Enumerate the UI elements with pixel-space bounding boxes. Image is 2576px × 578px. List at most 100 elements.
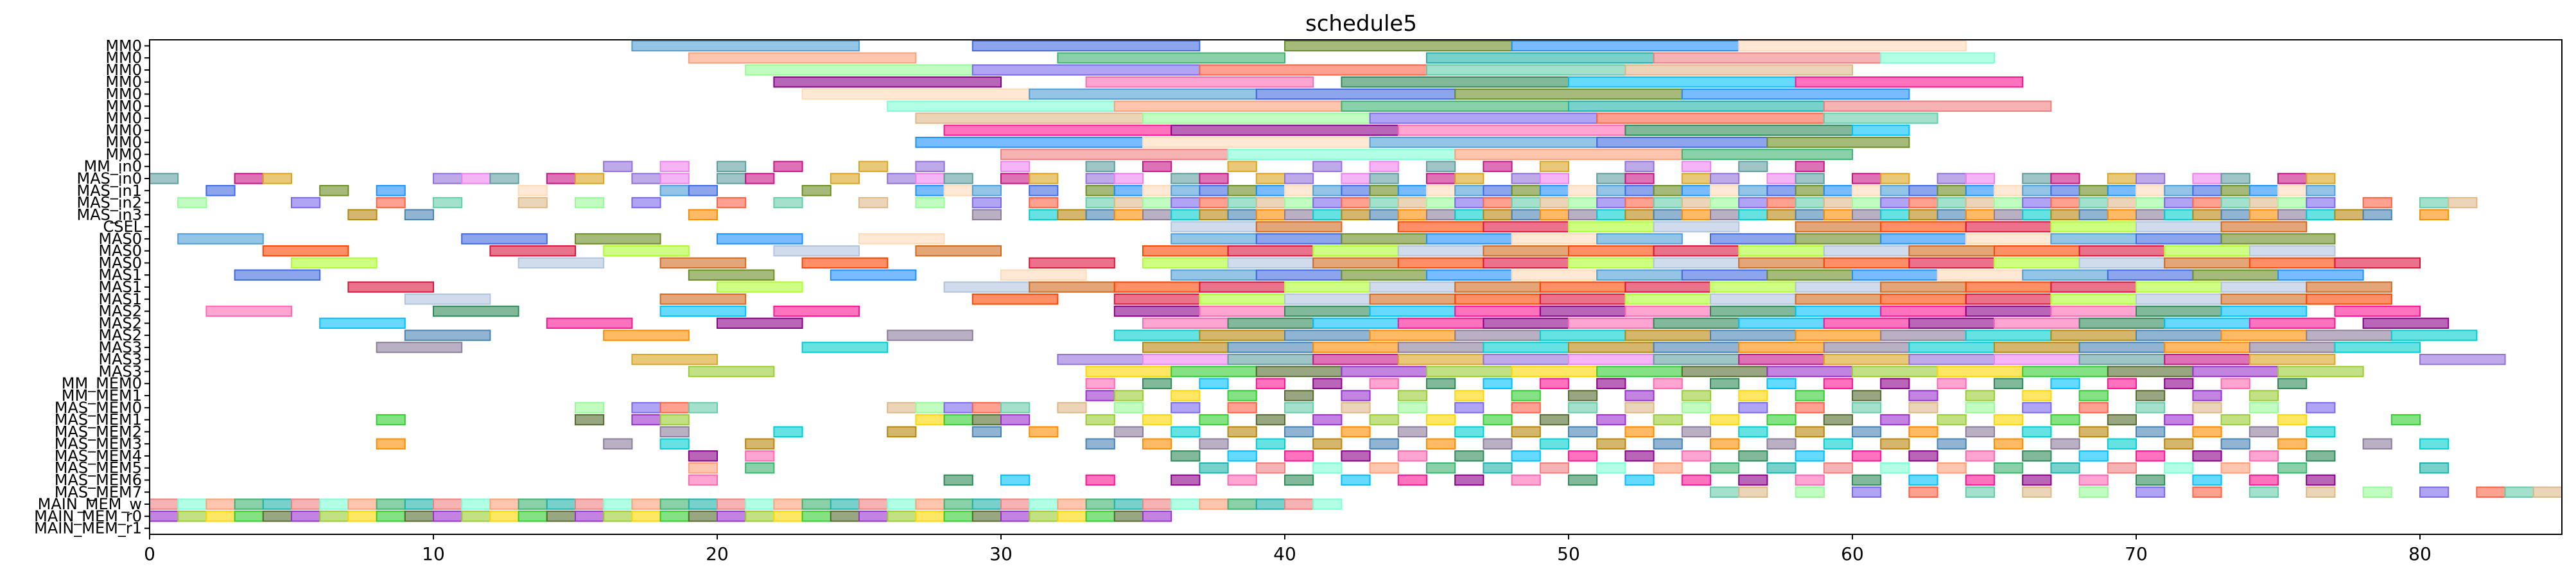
task-bar [1511, 402, 1541, 414]
task-bar [461, 498, 491, 510]
task-bar [1255, 209, 1286, 221]
y-tick-label: MAIN_MEM_r1 [34, 520, 142, 538]
task-bar [1795, 329, 1882, 341]
y-tick-label: MAS_MEM4 [55, 447, 142, 465]
task-bar [1710, 414, 1740, 426]
task-bar [2277, 209, 2308, 221]
task-bar [1113, 209, 1144, 221]
task-bar [2164, 378, 2194, 389]
task-bar [2532, 486, 2563, 498]
task-bar [1029, 498, 1059, 510]
task-bar [1880, 462, 1910, 474]
task-bar [1681, 197, 1712, 209]
task-bar [319, 317, 406, 329]
task-bar [2136, 173, 2166, 184]
task-bar [1852, 474, 1882, 486]
task-bar [376, 498, 406, 510]
task-bar [1255, 197, 1286, 209]
task-bar [1341, 390, 1371, 401]
task-bar [1908, 185, 1938, 197]
task-bar [1341, 365, 1427, 378]
task-bar [915, 402, 945, 414]
x-tick-label: 70 [2125, 543, 2148, 565]
task-bar [1596, 378, 1626, 389]
task-bar [1653, 245, 1740, 257]
task-bar [1738, 245, 1825, 257]
y-tick-label: MAS_MEM2 [55, 423, 142, 441]
task-bar [887, 402, 917, 414]
task-bar [1454, 402, 1484, 414]
task-bar [1568, 185, 1598, 197]
task-bar [1113, 498, 1144, 510]
task-bar [262, 498, 292, 510]
task-bar [1369, 209, 1399, 221]
task-bar [2306, 474, 2336, 486]
task-bar [205, 185, 236, 197]
task-bar [1738, 317, 1825, 329]
y-tick-label: MAS2 [98, 314, 142, 332]
task-bar [546, 511, 576, 522]
task-bar [1483, 185, 1513, 197]
task-bar [1965, 329, 2052, 341]
task-bar [1483, 353, 1569, 365]
task-bar [1113, 197, 1144, 209]
task-bar [319, 185, 349, 197]
task-bar [205, 305, 292, 317]
task-bar [1738, 486, 1768, 498]
task-bar [1483, 438, 1513, 450]
task-bar [1965, 450, 1996, 462]
task-bar [2220, 414, 2250, 426]
task-bar [1057, 498, 1087, 510]
task-bar [1539, 305, 1626, 317]
task-bar [1369, 462, 1399, 474]
task-bar [1426, 414, 1456, 426]
task-bar [1483, 221, 1569, 232]
task-bar [915, 245, 1002, 257]
task-bar [177, 233, 264, 245]
y-tick-label: MAIN_MEM_r0 [34, 507, 142, 525]
task-bar [2277, 462, 2308, 474]
task-bar [1454, 426, 1484, 438]
task-bar [1908, 245, 1995, 257]
y-tick-label: MM0 [105, 73, 142, 91]
task-bar [971, 40, 1201, 52]
task-bar [1795, 209, 1825, 221]
task-bar [943, 173, 973, 184]
task-bar [745, 64, 973, 76]
task-bar [1227, 245, 1314, 257]
task-bar [1908, 209, 1938, 221]
task-bar [461, 173, 491, 184]
task-bar [830, 498, 860, 510]
task-bar [2050, 221, 2137, 232]
y-tick-label: MAS0 [98, 230, 142, 248]
task-bar [1965, 209, 1996, 221]
task-bar [1681, 185, 1712, 197]
task-bar [631, 498, 661, 510]
task-bar [858, 197, 889, 209]
task-bar [943, 402, 973, 414]
task-bar [489, 245, 577, 257]
task-bar [1341, 197, 1371, 209]
x-tick-label: 20 [706, 543, 729, 565]
task-bar [1568, 353, 1655, 365]
task-bar [1113, 390, 1144, 401]
task-bar [830, 173, 860, 184]
task-bar [1284, 329, 1371, 341]
task-bar [1341, 76, 1569, 88]
task-bar [1199, 173, 1229, 184]
task-bar [1908, 426, 1938, 438]
task-bar [404, 329, 491, 341]
task-bar [433, 305, 519, 317]
task-bar [1539, 378, 1570, 389]
task-bar [2136, 293, 2222, 305]
task-bar [603, 245, 690, 257]
task-bar [717, 281, 803, 293]
x-tick-label: 50 [1557, 543, 1580, 565]
task-bar [717, 511, 747, 522]
task-bar [943, 185, 973, 197]
task-bar [1312, 185, 1343, 197]
y-tick-label: MM0 [105, 97, 142, 115]
task-bar [1426, 378, 1456, 389]
task-bar [2220, 221, 2308, 232]
task-bar [1397, 390, 1428, 401]
